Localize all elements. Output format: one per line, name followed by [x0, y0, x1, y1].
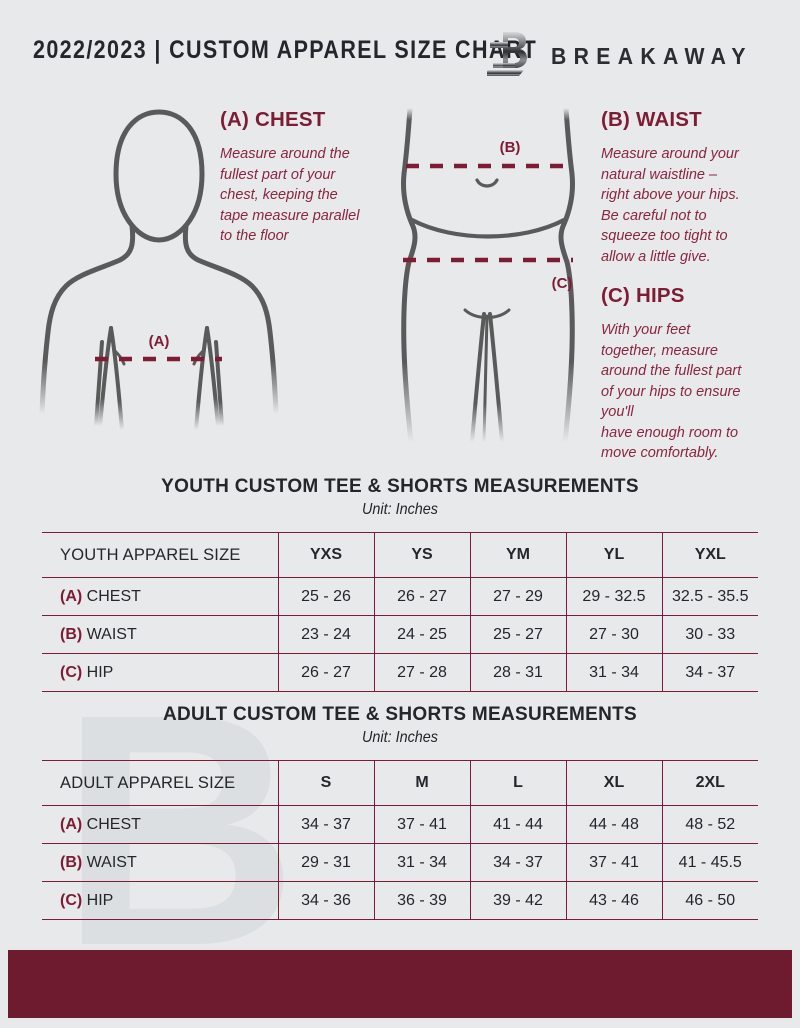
size-header-ym: YM — [470, 532, 567, 578]
youth-apparel-size-header: YOUTH APPAREL SIZE — [42, 532, 279, 578]
cell-adult-hip-s: 34 - 36 — [278, 881, 375, 920]
size-header-m: M — [374, 760, 471, 806]
adult-apparel-size-header: ADULT APPAREL SIZE — [42, 760, 279, 806]
cell-adult-chest-l: 41 - 44 — [470, 805, 567, 844]
cell-youth-hip-yl: 31 - 34 — [566, 653, 663, 692]
callout-hips-title: (C) HIPS — [601, 284, 685, 307]
callout-chest: (A) CHEST Measure around the fullest par… — [220, 108, 400, 247]
hips-measure-label: (C) — [552, 275, 573, 292]
page-title: 2022/2023 | CUSTOM APPAREL SIZE CHART — [33, 36, 538, 64]
adult-size-table: ADULT APPAREL SIZE S M L XL 2XL (A) CHES… — [42, 760, 758, 920]
row-label-waist: (B) WAIST — [42, 843, 279, 882]
size-header-yxs: YXS — [278, 532, 375, 578]
cell-adult-chest-m: 37 - 41 — [374, 805, 471, 844]
row-label-text: HIP — [86, 663, 114, 681]
table-header-row: YOUTH APPAREL SIZE YXS YS YM YL YXL — [42, 532, 758, 578]
youth-table-block: YOUTH CUSTOM TEE & SHORTS MEASUREMENTS U… — [0, 476, 800, 692]
page-header: 2022/2023 | CUSTOM APPAREL SIZE CHART BR… — [0, 28, 800, 86]
adult-table-block: ADULT CUSTOM TEE & SHORTS MEASUREMENTS U… — [0, 704, 800, 920]
row-label-text: HIP — [86, 891, 114, 909]
row-label-text: CHEST — [86, 587, 141, 605]
size-header-2xl: 2XL — [662, 760, 758, 806]
cell-adult-waist-xl: 37 - 41 — [566, 843, 663, 882]
callout-waist-title: (B) WAIST — [601, 108, 702, 131]
youth-size-table: YOUTH APPAREL SIZE YXS YS YM YL YXL (A) … — [42, 532, 758, 692]
upper-body-figure: (A) — [39, 109, 279, 432]
row-tag-a: (A) — [60, 587, 83, 605]
row-tag-c: (C) — [60, 663, 83, 681]
cell-youth-hip-yxs: 26 - 27 — [278, 653, 375, 692]
cell-adult-hip-xl: 43 - 46 — [566, 881, 663, 920]
row-label-text: WAIST — [86, 853, 137, 871]
table-row: (B) WAIST 29 - 31 31 - 34 34 - 37 37 - 4… — [42, 843, 758, 882]
callout-waist-body: Measure around your natural waistline – … — [601, 146, 740, 265]
cell-youth-chest-yxs: 25 - 26 — [278, 577, 375, 616]
brand-lockup: BREAKAWAY — [486, 30, 770, 82]
cell-adult-waist-s: 29 - 31 — [278, 843, 375, 882]
cell-adult-hip-m: 36 - 39 — [374, 881, 471, 920]
brand-name: BREAKAWAY — [550, 42, 753, 69]
row-label-waist: (B) WAIST — [42, 615, 279, 654]
size-header-xl: XL — [566, 760, 663, 806]
lower-body-figure: (B) (C) — [401, 105, 575, 445]
table-row: (A) CHEST 34 - 37 37 - 41 41 - 44 44 - 4… — [42, 805, 758, 844]
size-header-yl: YL — [566, 532, 663, 578]
cell-youth-chest-ym: 27 - 29 — [470, 577, 567, 616]
breakaway-b-logo-icon — [486, 32, 527, 76]
cell-youth-hip-yxl: 34 - 37 — [662, 653, 758, 692]
measurement-figures: (A) — [0, 96, 800, 466]
row-label-chest: (A) CHEST — [42, 805, 279, 844]
cell-youth-hip-ys: 27 - 28 — [374, 653, 471, 692]
row-label-chest: (A) CHEST — [42, 577, 279, 616]
row-tag-c: (C) — [60, 891, 83, 909]
size-header-yxl: YXL — [662, 532, 758, 578]
cell-adult-hip-l: 39 - 42 — [470, 881, 567, 920]
table-header-row: ADULT APPAREL SIZE S M L XL 2XL — [42, 760, 758, 806]
size-header-s: S — [278, 760, 375, 806]
callout-hips-body: With your feet together, measure around … — [601, 322, 742, 461]
cell-youth-chest-yxl: 32.5 - 35.5 — [662, 577, 758, 616]
cell-adult-hip-2xl: 46 - 50 — [662, 881, 758, 920]
callout-waist: (B) WAIST Measure around your natural wa… — [601, 108, 796, 267]
cell-youth-waist-yl: 27 - 30 — [566, 615, 663, 654]
cell-adult-chest-s: 34 - 37 — [278, 805, 375, 844]
cell-youth-hip-ym: 28 - 31 — [470, 653, 567, 692]
cell-adult-waist-m: 31 - 34 — [374, 843, 471, 882]
cell-adult-waist-2xl: 41 - 45.5 — [662, 843, 758, 882]
footer-accent-bar — [8, 950, 792, 1018]
row-tag-b: (B) — [60, 853, 83, 871]
cell-youth-waist-yxs: 23 - 24 — [278, 615, 375, 654]
waist-measure-label: (B) — [500, 139, 521, 156]
row-label-text: WAIST — [86, 625, 137, 643]
size-header-l: L — [470, 760, 567, 806]
cell-youth-waist-ym: 25 - 27 — [470, 615, 567, 654]
table-row: (C) HIP 26 - 27 27 - 28 28 - 31 31 - 34 … — [42, 653, 758, 692]
chest-measure-label: (A) — [149, 333, 170, 350]
cell-adult-chest-xl: 44 - 48 — [566, 805, 663, 844]
cell-youth-chest-ys: 26 - 27 — [374, 577, 471, 616]
row-label-text: CHEST — [86, 815, 141, 833]
cell-youth-chest-yl: 29 - 32.5 — [566, 577, 663, 616]
size-header-ys: YS — [374, 532, 471, 578]
row-tag-a: (A) — [60, 815, 83, 833]
callout-chest-title: (A) CHEST — [220, 108, 326, 131]
callout-hips: (C) HIPS With your feet together, measur… — [601, 284, 796, 464]
cell-youth-waist-ys: 24 - 25 — [374, 615, 471, 654]
row-label-hip: (C) HIP — [42, 653, 279, 692]
table-row: (B) WAIST 23 - 24 24 - 25 25 - 27 27 - 3… — [42, 615, 758, 654]
youth-table-title: YOUTH CUSTOM TEE & SHORTS MEASUREMENTS — [161, 476, 639, 497]
adult-table-title: ADULT CUSTOM TEE & SHORTS MEASUREMENTS — [162, 704, 638, 725]
cell-youth-waist-yxl: 30 - 33 — [662, 615, 758, 654]
youth-table-body: YOUTH APPAREL SIZE YXS YS YM YL YXL (A) … — [42, 532, 758, 692]
callout-chest-body: Measure around the fullest part of your … — [220, 146, 360, 244]
youth-table-unit: Unit: Inches — [361, 501, 439, 518]
adult-table-unit: Unit: Inches — [361, 729, 439, 746]
row-tag-b: (B) — [60, 625, 83, 643]
table-row: (C) HIP 34 - 36 36 - 39 39 - 42 43 - 46 … — [42, 881, 758, 920]
table-row: (A) CHEST 25 - 26 26 - 27 27 - 29 29 - 3… — [42, 577, 758, 616]
row-label-hip: (C) HIP — [42, 881, 279, 920]
cell-adult-chest-2xl: 48 - 52 — [662, 805, 758, 844]
adult-table-body: ADULT APPAREL SIZE S M L XL 2XL (A) CHES… — [42, 760, 758, 920]
cell-adult-waist-l: 34 - 37 — [470, 843, 567, 882]
